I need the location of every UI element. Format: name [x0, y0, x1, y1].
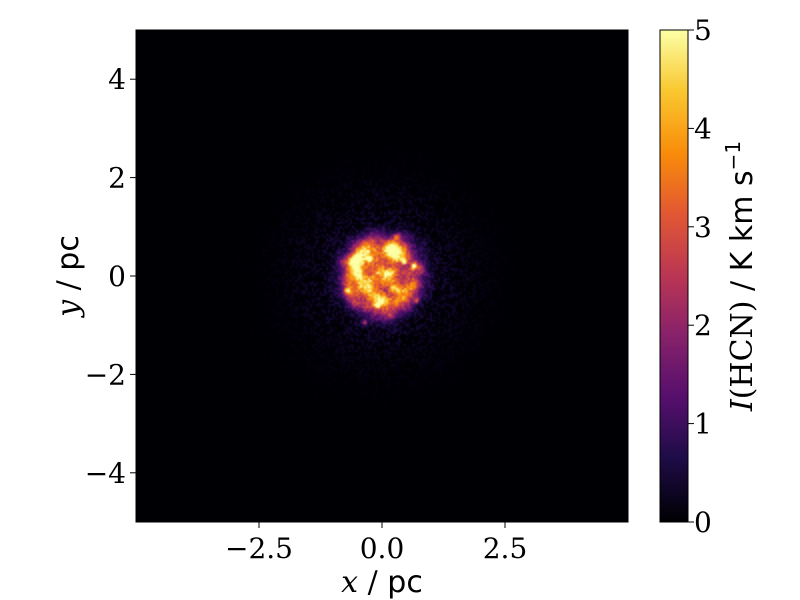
colorbar-tick-label: 5	[694, 14, 712, 47]
colorbar-ticks: 0 1 2 3 4 5	[688, 14, 712, 539]
heatmap-image	[136, 30, 628, 522]
x-tick-label: 2.5	[483, 532, 528, 565]
x-tick-label: −2.5	[225, 532, 293, 565]
y-axis: −4 −2 0 2 4	[85, 63, 136, 490]
x-axis-label: x / pc	[341, 565, 423, 600]
colorbar-tick-label: 0	[694, 506, 712, 539]
y-axis-label: y / pc	[51, 235, 86, 319]
y-tick-label: 2	[108, 162, 126, 195]
colorbar-tick-label: 1	[694, 408, 712, 441]
y-tick-label: 4	[108, 63, 126, 96]
colorbar-tick-label: 4	[694, 112, 712, 145]
colorbar-gradient	[660, 30, 688, 522]
colorbar: 0 1 2 3 4 5 I(HCN) / K km s−1	[659, 14, 760, 539]
x-tick-label: 0.0	[360, 532, 405, 565]
colorbar-tick-label: 2	[694, 309, 712, 342]
plot-area	[135, 29, 629, 523]
y-tick-label: 0	[108, 260, 126, 293]
y-tick-label: −2	[85, 358, 126, 391]
colorbar-tick-label: 3	[694, 211, 712, 244]
colorbar-frame	[659, 29, 689, 523]
x-axis: −2.5 0.0 2.5	[225, 522, 527, 565]
y-tick-label: −4	[85, 457, 126, 490]
colorbar-label: I(HCN) / K km s−1	[721, 141, 760, 412]
